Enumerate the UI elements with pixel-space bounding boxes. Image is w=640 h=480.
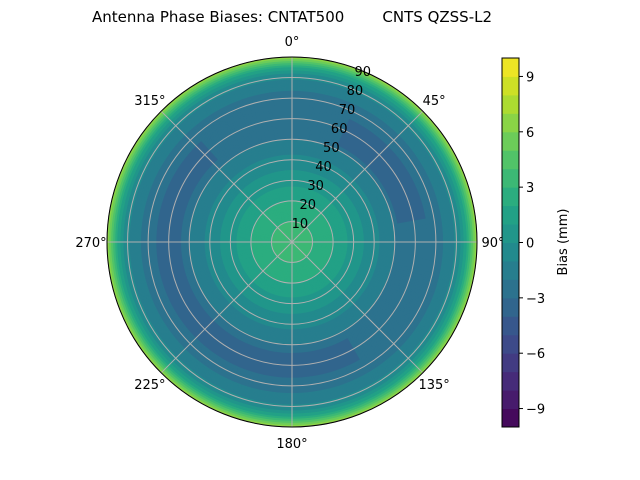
colorbar-tick-label: 3 — [526, 181, 534, 196]
colorbar-segment — [502, 390, 519, 410]
theta-tick-labels: 0° 45° 90° 135° 180° 225° 270° 315° — [75, 35, 504, 452]
colorbar-tick-label: 6 — [526, 126, 534, 141]
colorbar-segment — [502, 316, 519, 336]
r-tick-label: 10 — [292, 217, 309, 232]
colorbar-segment — [502, 187, 519, 207]
theta-tick-label: 90° — [481, 236, 504, 251]
r-tick-labels: 10 20 30 40 50 60 70 80 90 — [292, 65, 371, 232]
r-tick-label: 70 — [339, 103, 356, 118]
theta-tick-label: 45° — [423, 94, 446, 109]
theta-tick-label: 315° — [134, 94, 165, 109]
r-tick-label: 30 — [307, 179, 324, 194]
colorbar-segment — [502, 353, 519, 373]
colorbar-tick-label: −6 — [526, 347, 545, 362]
theta-gridline — [291, 241, 424, 374]
r-tick-label: 60 — [331, 122, 348, 137]
theta-tick-label: 0° — [285, 35, 300, 50]
colorbar-tick-label: 0 — [526, 237, 534, 252]
colorbar-label: Bias (mm) — [556, 209, 571, 276]
r-tick-label: 80 — [347, 84, 364, 99]
r-tick-label: 50 — [323, 141, 340, 156]
colorbar-segment — [502, 408, 519, 428]
colorbar-segment — [502, 242, 519, 262]
theta-tick-label: 225° — [134, 378, 165, 393]
theta-gridline — [160, 241, 293, 374]
colorbar-segment — [502, 297, 519, 317]
polar-frame — [106, 56, 478, 428]
colorbar-segment — [502, 150, 519, 170]
polar-grid — [106, 56, 478, 428]
colorbar-segment — [502, 76, 519, 96]
colorbar: −9 −6 −3 0 3 6 9 — [501, 57, 545, 428]
colorbar-segment — [502, 334, 519, 354]
contour-anomalies — [156, 119, 426, 378]
theta-gridline — [160, 110, 293, 243]
theta-tick-label: 270° — [75, 236, 106, 251]
colorbar-segment — [502, 131, 519, 151]
r-tick-label: 20 — [299, 198, 316, 213]
r-tick-label: 90 — [355, 65, 372, 80]
contour-anomaly — [337, 119, 426, 224]
colorbar-tick-label: 9 — [526, 70, 534, 85]
colorbar-segment — [502, 168, 519, 188]
colorbar-segment — [502, 94, 519, 114]
colorbar-segment — [502, 224, 519, 243]
colorbar-tick-label: −3 — [526, 292, 545, 307]
colorbar-segment — [502, 205, 519, 225]
colorbar-segment — [502, 371, 519, 391]
colorbar-segment — [502, 58, 519, 77]
r-tick-label: 40 — [315, 160, 332, 175]
theta-tick-label: 135° — [418, 378, 449, 393]
chart-title: Antenna Phase Biases: CNTAT500 CNTS QZSS… — [91, 8, 493, 26]
colorbar-tick-label: −9 — [526, 403, 545, 418]
colorbar-segment — [502, 279, 519, 299]
theta-tick-label: 180° — [276, 437, 307, 452]
contour-anomaly — [156, 141, 360, 378]
theta-gridline — [291, 110, 424, 243]
colorbar-segment — [502, 113, 519, 133]
colorbar-segment — [502, 260, 519, 280]
